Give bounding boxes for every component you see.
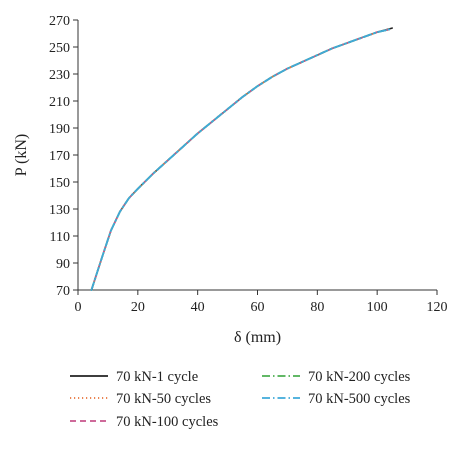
legend: 70 kN-1 cycle 70 kN-50 cycles 70 kN-100 cy…	[70, 369, 411, 430]
series-group	[90, 27, 393, 291]
y-tick-label: 70	[56, 284, 70, 299]
legend-label-1: 70 kN-1 cycle	[116, 369, 198, 385]
series-line-2	[90, 28, 391, 291]
x-tick-label: 0	[75, 300, 82, 315]
y-tick-label: 130	[49, 203, 70, 218]
x-tick-label: 120	[427, 300, 448, 315]
y-tick-label: 250	[49, 41, 70, 56]
series-line-1	[90, 27, 393, 291]
y-tick-label: 230	[49, 68, 70, 83]
y-tick-label: 90	[56, 257, 70, 272]
x-tick-label: 60	[251, 300, 265, 315]
y-tick-label: 270	[49, 14, 70, 29]
y-tick-label: 190	[49, 122, 70, 137]
y-tick-label: 110	[50, 230, 70, 245]
y-tick-label: 210	[49, 95, 70, 110]
series-line-4	[90, 28, 391, 291]
x-axis-label: δ (mm)	[234, 329, 281, 346]
series-line-3	[90, 28, 391, 291]
axes: 0 20 40 60 80 100 120 70 90 110 130 150 170 190 210 230…	[13, 14, 448, 346]
x-tick-label: 20	[131, 300, 145, 315]
y-tick-label: 150	[49, 176, 70, 191]
x-tick-label: 80	[310, 300, 324, 315]
legend-label-2: 70 kN-50 cycles	[116, 391, 211, 407]
y-tick-label: 170	[49, 149, 70, 164]
legend-label-4: 70 kN-200 cycles	[308, 369, 411, 385]
legend-label-3: 70 kN-100 cycles	[116, 414, 219, 430]
x-tick-label: 100	[367, 300, 388, 315]
y-axis-label: P (kN)	[13, 134, 30, 177]
series-line-5	[90, 28, 391, 291]
x-tick-label: 40	[191, 300, 205, 315]
legend-label-5: 70 kN-500 cycles	[308, 391, 411, 407]
